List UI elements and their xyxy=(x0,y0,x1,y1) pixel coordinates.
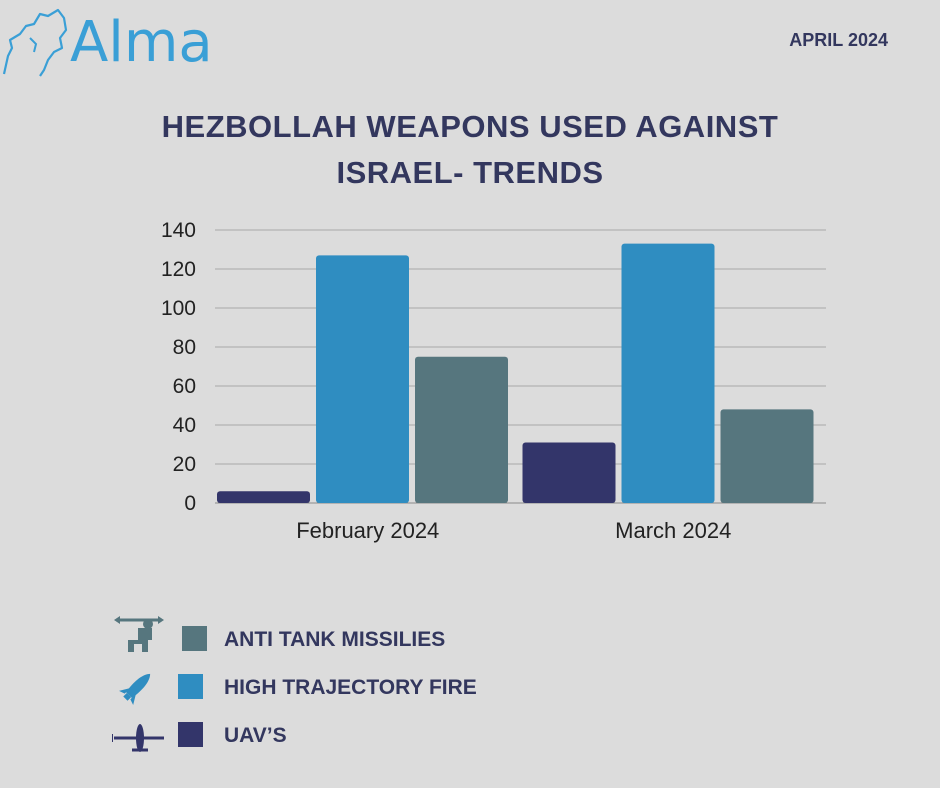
legend-item-anti-tank: ANTI TANK MISSILIES xyxy=(112,612,612,652)
x-category-label: March 2024 xyxy=(615,518,731,543)
y-tick-label: 100 xyxy=(161,297,196,320)
map-outline-icon xyxy=(2,8,68,77)
anti-tank-soldier-icon xyxy=(114,616,164,652)
legend-label-anti-tank: ANTI TANK MISSILIES xyxy=(224,628,446,651)
chart-title: HEZBOLLAH WEAPONS USED AGAINST ISRAEL- T… xyxy=(0,104,940,196)
legend-label-high-trajectory: HIGH TRAJECTORY FIRE xyxy=(224,676,477,699)
y-tick-label: 0 xyxy=(184,492,196,515)
legend-item-uav: UAV’S xyxy=(112,720,612,760)
report-date: APRIL 2024 xyxy=(789,30,888,50)
chart-title-line-1: HEZBOLLAH WEAPONS USED AGAINST xyxy=(161,109,779,144)
alma-logo: Alma xyxy=(0,4,250,84)
y-tick-label: 140 xyxy=(161,219,196,242)
x-category-label: February 2024 xyxy=(296,518,439,543)
bar-anti_tank xyxy=(415,356,508,503)
y-tick-label: 120 xyxy=(161,258,196,281)
legend-label-uav: UAV’S xyxy=(224,724,287,747)
bar-anti_tank xyxy=(720,409,814,503)
rocket-icon xyxy=(119,673,151,705)
legend-swatch-high-trajectory xyxy=(178,674,203,699)
bar-uav xyxy=(217,491,310,503)
y-tick-label: 40 xyxy=(173,414,196,437)
bar-uav xyxy=(522,442,616,503)
legend-item-high-trajectory: HIGH TRAJECTORY FIRE xyxy=(112,668,612,708)
legend-swatch-uav xyxy=(178,722,203,747)
bar-high_trajectory xyxy=(316,255,409,503)
legend-swatch-anti-tank xyxy=(182,626,207,651)
drone-icon xyxy=(112,724,164,752)
y-tick-label: 60 xyxy=(173,375,196,398)
y-tick-label: 80 xyxy=(173,336,196,359)
chart-title-line-2: ISRAEL- TRENDS xyxy=(336,155,604,190)
bar-high_trajectory xyxy=(621,243,715,503)
bar-chart: 0 20 40 60 80 100 120 140 February 2024 March 202… xyxy=(161,219,826,543)
logo-text: Alma xyxy=(70,10,213,75)
y-tick-label: 20 xyxy=(173,453,196,476)
